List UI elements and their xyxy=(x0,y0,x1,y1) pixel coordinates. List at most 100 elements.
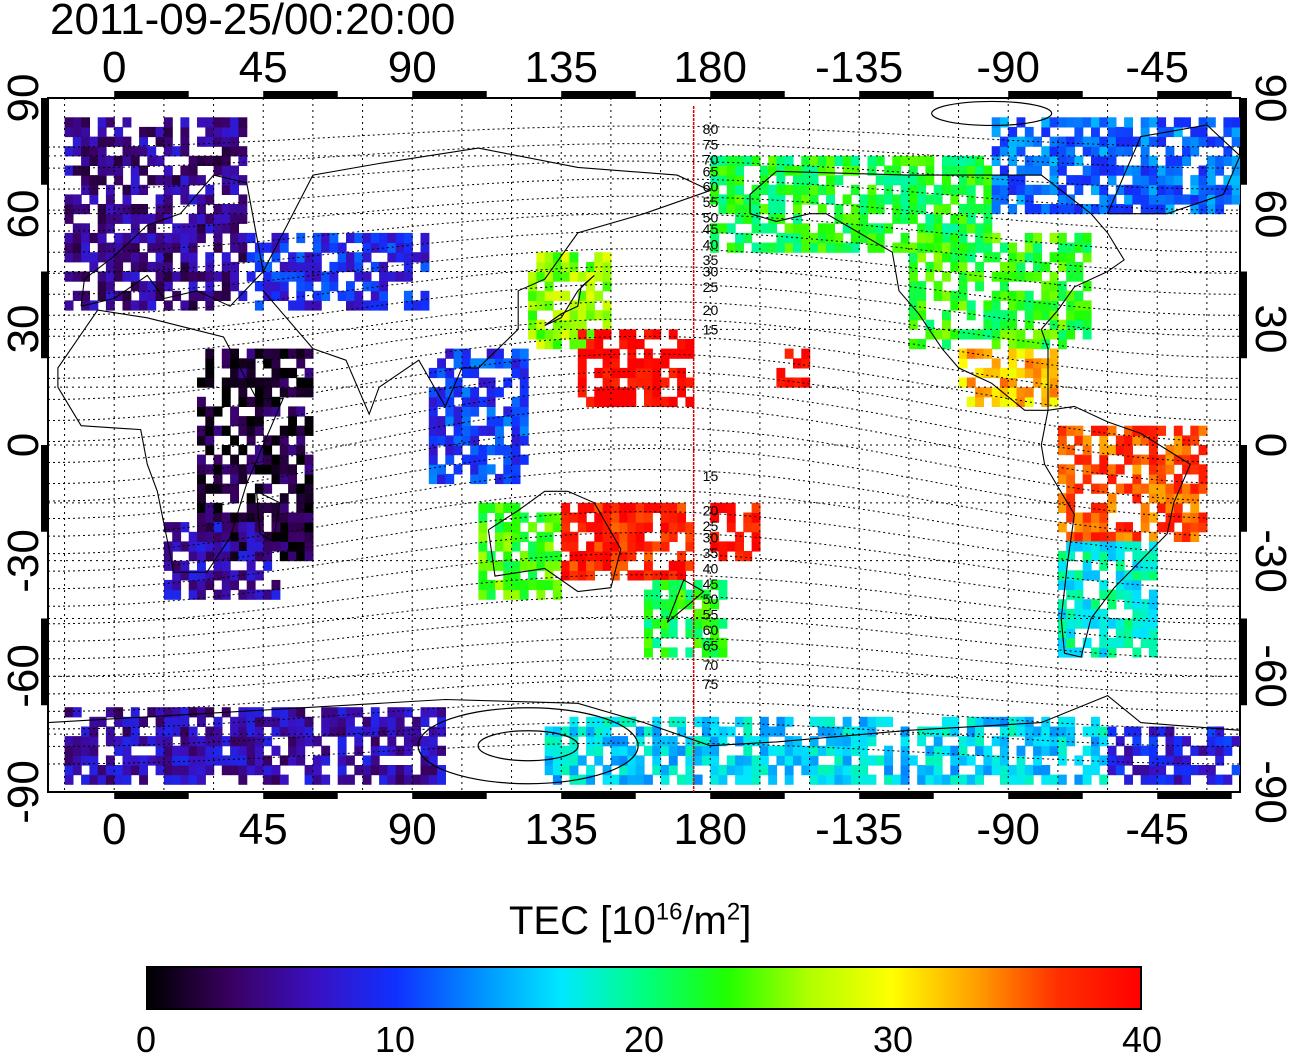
contour-label: 45 xyxy=(703,576,719,592)
tec-cell xyxy=(105,290,115,301)
tec-cell xyxy=(693,716,703,727)
tec-cell xyxy=(81,232,90,244)
tec-cell xyxy=(610,736,620,747)
tec-cell xyxy=(205,425,215,436)
tec-cell xyxy=(685,560,695,571)
tec-cell xyxy=(677,589,686,600)
tec-cell xyxy=(97,204,107,215)
tec-cell xyxy=(180,300,190,311)
tec-cell xyxy=(1057,745,1067,756)
tec-region-antarctica-pacific xyxy=(544,716,1109,785)
tec-cell xyxy=(569,745,579,756)
lon-tick-label: 90 xyxy=(387,805,437,854)
tec-cell xyxy=(999,281,1009,292)
tec-cell xyxy=(354,726,364,737)
tec-cell xyxy=(817,765,827,776)
tec-cell xyxy=(677,774,686,785)
tec-cell xyxy=(337,774,347,785)
tec-cell xyxy=(1140,194,1150,205)
tec-cell xyxy=(999,184,1009,195)
tec-cell xyxy=(395,774,405,785)
tec-cell xyxy=(370,242,380,253)
tec-cell xyxy=(1091,765,1100,776)
tec-cell xyxy=(917,223,927,234)
tec-cell xyxy=(635,736,645,747)
tec-cell xyxy=(304,281,314,292)
tec-cell xyxy=(296,261,306,273)
tec-cell xyxy=(337,736,347,747)
tec-cell xyxy=(966,213,976,224)
tec-cell xyxy=(213,165,223,176)
tec-cell xyxy=(1066,310,1076,321)
tec-cell xyxy=(983,348,993,359)
tec-cell xyxy=(1157,765,1167,776)
tec-cell xyxy=(1024,774,1034,785)
tec-cell xyxy=(147,232,157,244)
tec-cell xyxy=(89,300,99,311)
tec-cell xyxy=(254,531,264,542)
tec-cell xyxy=(710,541,720,552)
tec-cell xyxy=(213,502,223,513)
tec-cell xyxy=(768,155,778,166)
tec-cell xyxy=(428,745,438,756)
tec-cell xyxy=(197,522,206,533)
tec-cell xyxy=(1016,765,1026,776)
tec-cell xyxy=(1057,319,1067,330)
tec-cell xyxy=(1049,136,1059,147)
tec-cell xyxy=(296,425,306,436)
tec-cell xyxy=(1107,589,1117,600)
tec-cell xyxy=(817,204,827,215)
tec-cell xyxy=(1215,165,1225,176)
tec-cell xyxy=(188,252,198,263)
coastline-path xyxy=(262,147,712,416)
contour-label: 50 xyxy=(703,591,719,607)
tec-cell xyxy=(230,435,239,446)
tec-cell xyxy=(105,223,115,234)
tec-cell xyxy=(1198,204,1208,215)
tec-cell xyxy=(1091,726,1100,737)
tec-cell xyxy=(735,551,744,562)
tec-cell xyxy=(693,589,703,600)
tec-cell xyxy=(511,367,521,379)
tec-cell xyxy=(230,551,239,562)
tec-cell xyxy=(908,290,918,301)
tec-cell xyxy=(197,377,206,388)
tec-cell xyxy=(991,194,1001,205)
tec-cell xyxy=(1173,531,1183,542)
tec-cell xyxy=(892,155,902,166)
tec-cell xyxy=(991,367,1001,379)
tec-cell xyxy=(420,745,430,756)
tec-cell xyxy=(246,541,256,552)
tec-cell xyxy=(817,774,827,785)
tec-cell xyxy=(726,165,736,176)
tec-cell xyxy=(279,512,289,523)
tec-cell xyxy=(1107,473,1117,485)
tec-cell xyxy=(917,300,927,311)
tec-cell xyxy=(544,522,554,533)
tec-cell xyxy=(710,745,720,756)
tec-cell xyxy=(677,339,686,350)
tec-cell xyxy=(238,774,248,785)
tec-cell xyxy=(1173,745,1183,756)
tec-cell xyxy=(1049,184,1059,195)
tec-cell xyxy=(97,232,107,244)
tec-cell xyxy=(569,736,579,747)
tec-cell xyxy=(197,435,206,446)
tec-cell xyxy=(991,396,1001,407)
tec-cell xyxy=(768,765,778,776)
tec-cell xyxy=(569,252,579,263)
tec-cell xyxy=(205,281,215,292)
contour-label: 20 xyxy=(703,302,719,318)
tec-cell xyxy=(461,416,471,427)
tec-cell xyxy=(1082,531,1092,542)
tec-cell xyxy=(627,377,637,388)
tec-cell xyxy=(221,271,231,282)
tec-cell xyxy=(246,358,256,369)
tec-cell xyxy=(999,117,1009,128)
tec-cell xyxy=(793,165,802,176)
tec-cell xyxy=(246,396,256,407)
contour-label: 55 xyxy=(703,194,719,210)
tec-cell xyxy=(610,396,620,407)
tec-cell xyxy=(1124,184,1133,195)
tec-cell xyxy=(652,358,662,369)
